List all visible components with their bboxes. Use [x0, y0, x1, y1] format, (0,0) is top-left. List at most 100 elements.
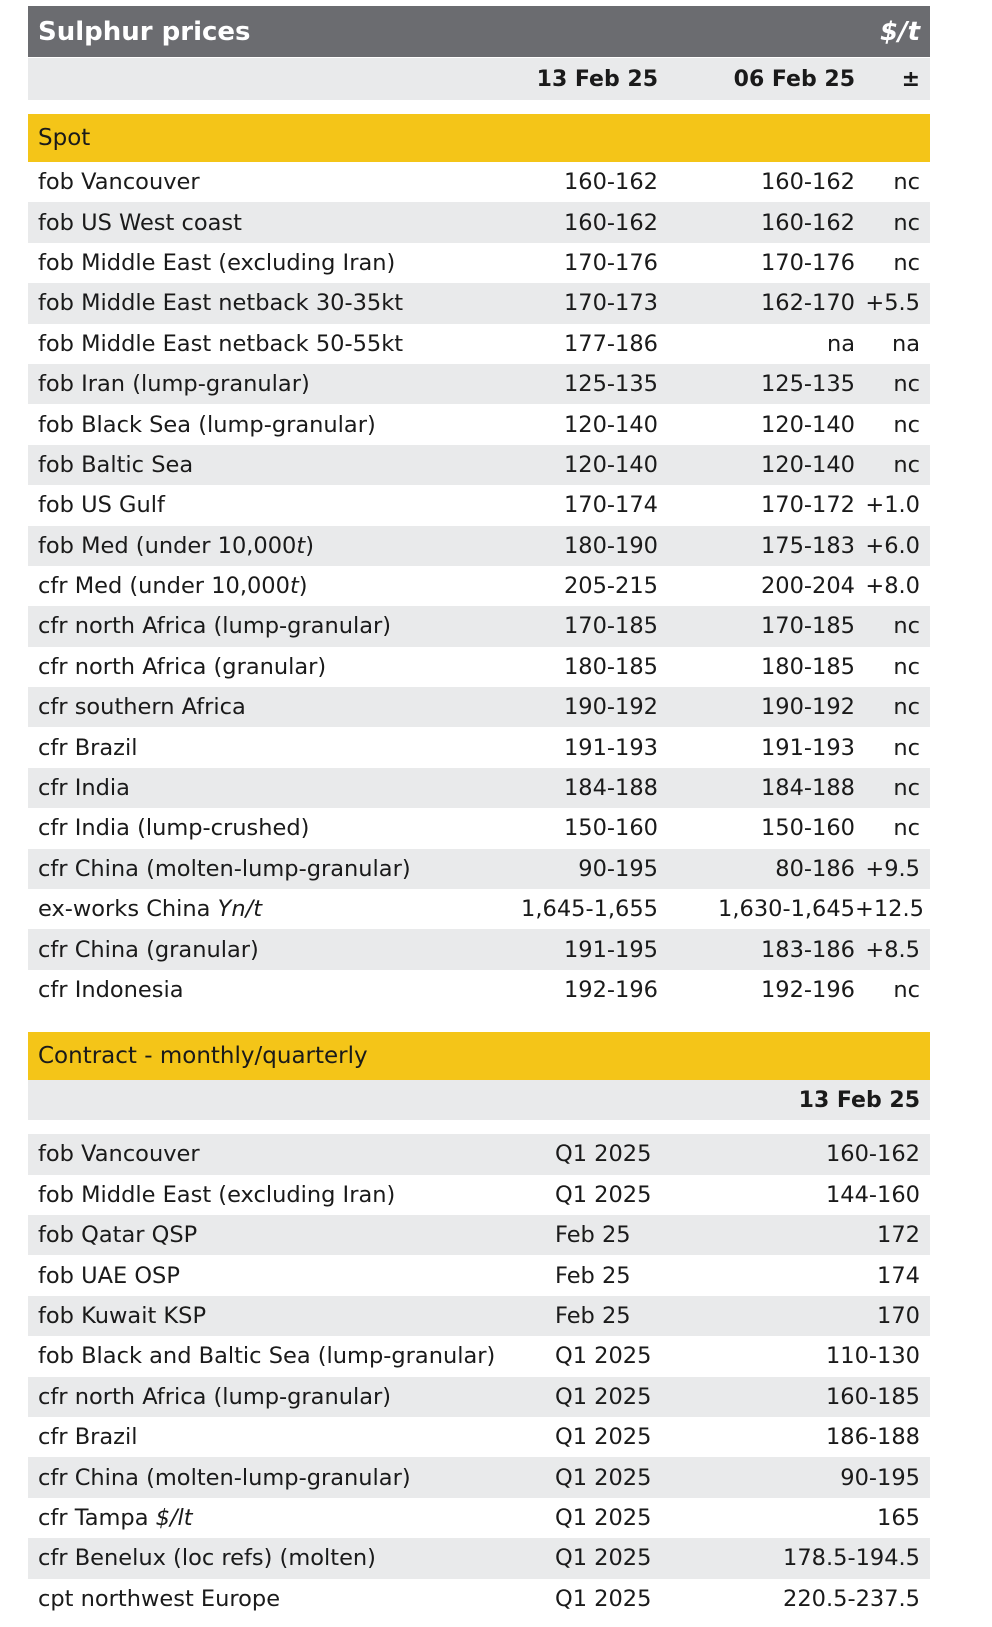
row-name-text: cfr China (molten-lump-granular): [38, 855, 411, 882]
row-name-text: fob Middle East netback 50-55kt: [38, 330, 404, 357]
current-price: 160-162: [563, 169, 658, 196]
current-price: 150-160: [563, 815, 658, 842]
current-price: 180-190: [563, 532, 658, 559]
current-price: 192-196: [563, 977, 658, 1003]
contract-price: 172: [877, 1222, 920, 1249]
price-change: nc: [893, 977, 920, 1003]
previous-price: 191-193: [760, 734, 855, 761]
contract-date: 13 Feb 25: [798, 1087, 920, 1113]
price-change: nc: [893, 694, 920, 721]
current-price: 180-185: [563, 653, 658, 680]
price-change: nc: [893, 169, 920, 196]
row-name: cfr Brazil: [28, 1424, 555, 1450]
row-name: cfr China (granular): [28, 937, 488, 963]
row-name-text: cpt northwest Europe: [38, 1585, 281, 1612]
current-price: 190-192: [563, 694, 658, 721]
table-row: ex-works China Yn/t 1,645-1,655 1,630-1,64…: [28, 889, 930, 929]
row-name-text: fob US West coast: [38, 209, 242, 236]
row-name: fob Middle East netback 30-35kt: [28, 290, 488, 316]
contract-period: Q1 2025: [555, 1141, 652, 1168]
column-header-current: 13 Feb 25: [536, 66, 658, 92]
table-row: cfr India (lump-crushed) 150-160 150-160 nc: [28, 808, 930, 848]
row-name: cfr Indonesia: [28, 977, 488, 1003]
price-change: nc: [893, 775, 920, 802]
previous-price: 170-176: [760, 249, 855, 276]
current-price: 184-188: [563, 775, 658, 802]
contract-period: Q1 2025: [555, 1585, 652, 1612]
previous-price: 200-204: [760, 573, 855, 600]
table-row: fob Qatar QSP Feb 25 172: [28, 1214, 930, 1256]
contract-period: Feb 25: [555, 1302, 631, 1329]
row-name-text: fob Baltic Sea: [38, 451, 194, 478]
row-name: fob Baltic Sea: [28, 452, 488, 478]
table-row: fob Vancouver 160-162 160-162 nc: [28, 162, 930, 202]
table-row: fob UAE OSP Feb 25 174: [28, 1255, 930, 1295]
previous-price: 162-170: [760, 290, 855, 317]
contract-period: Feb 25: [555, 1262, 631, 1289]
current-price: 120-140: [563, 411, 658, 438]
contract-price: 144-160: [825, 1181, 920, 1208]
row-name-text: cfr Tampa: [38, 1504, 156, 1531]
row-name: cfr southern Africa: [28, 694, 488, 720]
row-name-text: cfr Indonesia: [38, 977, 184, 1003]
contract-price: 220.5-237.5: [783, 1585, 920, 1612]
table-row: fob Middle East (excluding Iran) 170-176 1…: [28, 243, 930, 283]
row-name: fob Black Sea (lump-granular): [28, 412, 488, 438]
table-row: cfr Tampa $/lt Q1 2025 165: [28, 1498, 930, 1538]
table-row: fob Vancouver Q1 2025 160-162: [28, 1134, 930, 1175]
row-name: fob Black and Baltic Sea (lump-granular): [28, 1343, 555, 1369]
previous-price: 150-160: [760, 815, 855, 842]
row-name-text: cfr north Africa (lump-granular): [38, 613, 392, 640]
table-row: cfr Benelux (loc refs) (molten) Q1 2025 17…: [28, 1538, 930, 1579]
table-title: Sulphur prices: [38, 16, 251, 47]
table-row: fob Black Sea (lump-granular) 120-140 120-…: [28, 404, 930, 444]
row-name-text: fob Kuwait KSP: [38, 1302, 207, 1329]
current-price: 177-186: [563, 330, 658, 357]
row-name-text: fob Middle East (excluding Iran): [38, 249, 396, 276]
price-change: +5.5: [865, 290, 920, 317]
current-price: 191-195: [563, 936, 658, 963]
spacer: [28, 1120, 930, 1134]
sulphur-prices-table: Sulphur prices $/t 13 Feb 25 06 Feb 25 ±…: [28, 6, 930, 1619]
contract-price: 110-130: [825, 1343, 920, 1370]
current-price: 160-162: [563, 209, 658, 236]
price-change: nc: [893, 209, 920, 236]
row-name: ex-works China Yn/t: [28, 896, 488, 922]
row-name-text: cfr Benelux (loc refs) (molten): [38, 1545, 376, 1572]
row-name: cpt northwest Europe: [28, 1586, 555, 1612]
table-row: cfr Brazil Q1 2025 186-188: [28, 1417, 930, 1457]
row-name-text: cfr southern Africa: [38, 694, 246, 721]
current-price: 120-140: [563, 451, 658, 478]
price-change: nc: [893, 451, 920, 478]
contract-period: Q1 2025: [555, 1464, 652, 1491]
previous-price: 125-135: [760, 371, 855, 398]
row-name: fob US West coast: [28, 210, 488, 236]
price-change: nc: [893, 815, 920, 842]
spacer: [28, 100, 930, 114]
contract-price: 90-195: [840, 1464, 920, 1491]
row-name: cfr China (molten-lump-granular): [28, 1465, 555, 1491]
table-row: fob US Gulf 170-174 170-172 +1.0: [28, 485, 930, 525]
previous-price: 170-185: [760, 613, 855, 640]
row-name-unit: t: [296, 532, 306, 559]
section-header-contract: Contract - monthly/quarterly: [28, 1032, 930, 1081]
spacer: [28, 1010, 930, 1032]
row-name-unit: $/lt: [155, 1504, 193, 1531]
price-change: nc: [893, 249, 920, 276]
contract-period: Q1 2025: [555, 1545, 652, 1572]
price-change: +8.0: [865, 573, 920, 600]
price-change: nc: [893, 653, 920, 680]
price-change: na: [891, 330, 920, 357]
row-name-text: cfr north Africa (granular): [38, 653, 327, 680]
row-name: cfr India: [28, 775, 488, 801]
current-price: 1,645-1,655: [521, 896, 658, 923]
row-name: cfr India (lump-crushed): [28, 815, 488, 841]
row-name-text: fob Iran (lump-granular): [38, 371, 310, 398]
contract-price: 165: [877, 1504, 920, 1531]
table-row: cfr Brazil 191-193 191-193 nc: [28, 727, 930, 767]
table-row: cpt northwest Europe Q1 2025 220.5-237.5: [28, 1579, 930, 1619]
contract-period: Q1 2025: [555, 1383, 652, 1410]
current-price: 170-176: [563, 249, 658, 276]
column-header: 13 Feb 25 06 Feb 25 ±: [28, 58, 930, 100]
row-name-text: cfr Brazil: [38, 1424, 138, 1451]
